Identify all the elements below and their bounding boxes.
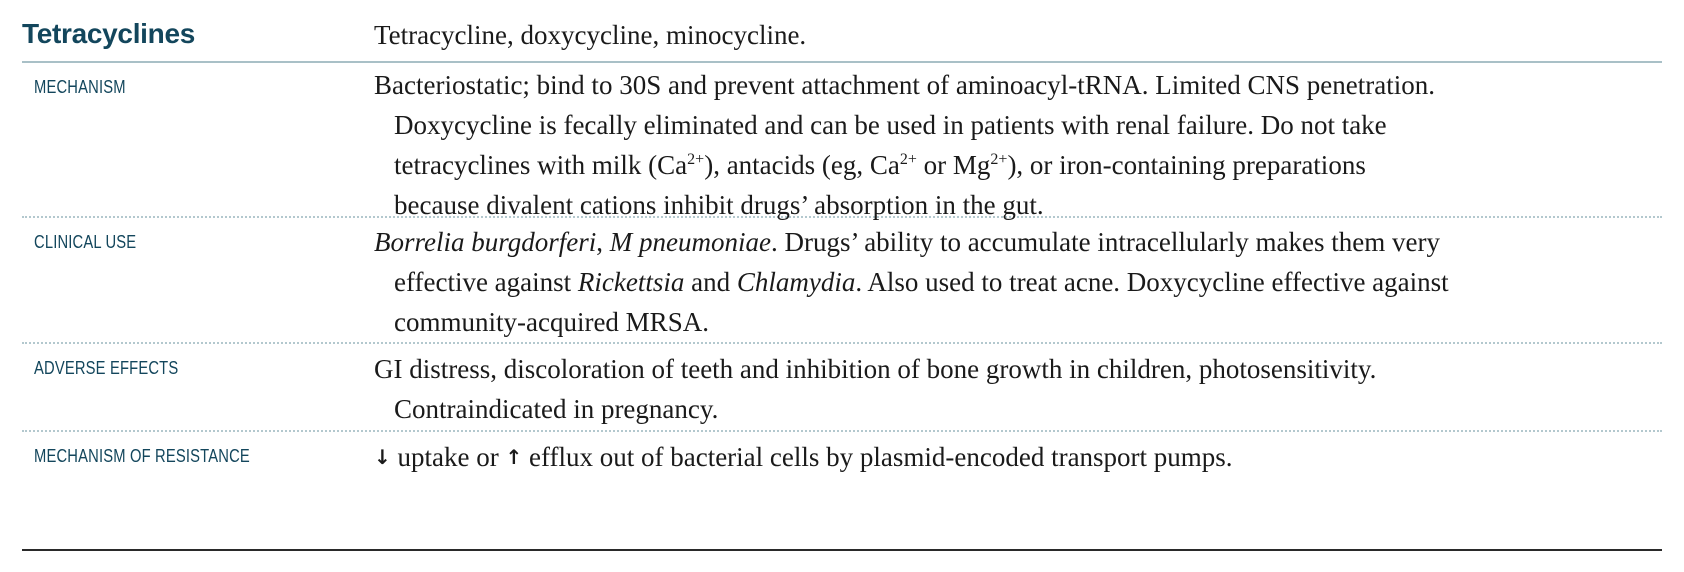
clinical-use-line-2-b: and bbox=[684, 267, 737, 297]
down-arrow-icon: ↓ bbox=[374, 445, 391, 469]
row-body-clinical-use: Borrelia burgdorferi, M pneumoniae. Drug… bbox=[374, 222, 1449, 342]
adverse-effects-line-2: Contraindicated in pregnancy. bbox=[394, 394, 719, 424]
row-adverse-effects: ADVERSE EFFECTS GI distress, discolorati… bbox=[22, 344, 1662, 432]
row-body-mechanism: Bacteriostatic; bind to 30S and prevent … bbox=[374, 65, 1435, 225]
tetracyclines-table: Tetracyclines Tetracycline, doxycycline,… bbox=[22, 0, 1662, 551]
mechanism-line-3-d: ), or iron-containing preparations bbox=[1007, 150, 1366, 180]
row-mechanism: MECHANISM Bacteriostatic; bind to 30S an… bbox=[22, 63, 1662, 220]
magnesium-charge: 2+ bbox=[990, 151, 1008, 168]
calcium-charge: 2+ bbox=[899, 151, 917, 168]
adverse-effects-line-1: GI distress, discoloration of teeth and … bbox=[374, 354, 1377, 384]
resistance-text-a: uptake or bbox=[390, 442, 506, 472]
clinical-use-line-2-c: . Also used to treat acne. Doxycycline e… bbox=[855, 267, 1449, 297]
resistance-text-b: efflux out of bacterial cells by plasmid… bbox=[522, 442, 1233, 472]
organism-m-pneumoniae: M pneumoniae bbox=[609, 227, 771, 257]
clinical-use-line-1: Borrelia burgdorferi, M pneumoniae. Drug… bbox=[374, 222, 1449, 262]
drug-list: Tetracycline, doxycycline, minocycline. bbox=[374, 20, 807, 50]
clinical-use-line-1-rest: . Drugs’ ability to accumulate intracell… bbox=[770, 227, 1440, 257]
row-body-resistance: ↓ uptake or ↑ efflux out of bacterial ce… bbox=[374, 437, 1233, 479]
mechanism-line-3-b: ), antacids (eg, Ca bbox=[704, 150, 900, 180]
separator: , bbox=[596, 227, 610, 257]
organism-borrelia: Borrelia burgdorferi bbox=[374, 227, 597, 257]
drug-class-title: Tetracyclines bbox=[22, 18, 196, 49]
resistance-line: ↓ uptake or ↑ efflux out of bacterial ce… bbox=[374, 437, 1233, 479]
row-label-mechanism: MECHANISM bbox=[34, 77, 126, 97]
row-mechanism-of-resistance: MECHANISM OF RESISTANCE ↓ uptake or ↑ ef… bbox=[22, 432, 1662, 492]
row-label-resistance: MECHANISM OF RESISTANCE bbox=[34, 446, 250, 466]
organism-rickettsia: Rickettsia bbox=[577, 267, 685, 297]
mechanism-line-4: because divalent cations inhibit drugs’ … bbox=[394, 190, 1044, 220]
clinical-use-line-2-a: effective against bbox=[394, 267, 578, 297]
mechanism-line-3: tetracyclines with milk (Ca2+), antacids… bbox=[374, 145, 1435, 185]
up-arrow-icon: ↑ bbox=[505, 445, 523, 469]
mechanism-line-2: Doxycycline is fecally eliminated and ca… bbox=[394, 110, 1387, 140]
mechanism-line-3-a: tetracyclines with milk (Ca bbox=[394, 150, 688, 180]
row-clinical-use: CLINICAL USE Borrelia burgdorferi, M pne… bbox=[22, 218, 1662, 344]
mechanism-line-3-c: or Mg bbox=[916, 150, 991, 180]
clinical-use-line-3: community-acquired MRSA. bbox=[394, 307, 709, 337]
bottom-rule bbox=[22, 549, 1662, 551]
calcium-charge: 2+ bbox=[687, 151, 705, 168]
row-body-adverse-effects: GI distress, discoloration of teeth and … bbox=[374, 349, 1376, 429]
clinical-use-line-2: effective against Rickettsia and Chlamyd… bbox=[374, 262, 1449, 302]
row-label-clinical-use: CLINICAL USE bbox=[34, 232, 137, 252]
table-header: Tetracyclines Tetracycline, doxycycline,… bbox=[22, 0, 1662, 63]
organism-chlamydia: Chlamydia bbox=[736, 267, 856, 297]
row-label-adverse-effects: ADVERSE EFFECTS bbox=[34, 358, 179, 378]
mechanism-line-1: Bacteriostatic; bind to 30S and prevent … bbox=[374, 70, 1435, 100]
